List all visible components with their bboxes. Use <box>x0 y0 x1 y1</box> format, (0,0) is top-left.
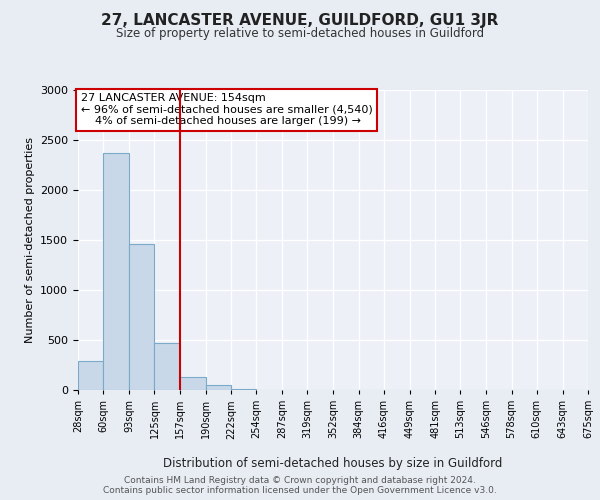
Text: Contains public sector information licensed under the Open Government Licence v3: Contains public sector information licen… <box>103 486 497 495</box>
Y-axis label: Number of semi-detached properties: Number of semi-detached properties <box>25 137 35 343</box>
Bar <box>179 377 206 390</box>
Bar <box>206 384 231 390</box>
Bar <box>231 389 256 390</box>
Bar <box>78 361 103 390</box>
Bar <box>154 343 179 390</box>
Text: Contains HM Land Registry data © Crown copyright and database right 2024.: Contains HM Land Registry data © Crown c… <box>124 476 476 485</box>
Bar <box>103 153 129 390</box>
Bar <box>129 244 154 390</box>
Text: Distribution of semi-detached houses by size in Guildford: Distribution of semi-detached houses by … <box>163 458 503 470</box>
Text: 27 LANCASTER AVENUE: 154sqm
← 96% of semi-detached houses are smaller (4,540)
  : 27 LANCASTER AVENUE: 154sqm ← 96% of sem… <box>80 93 372 126</box>
Text: Size of property relative to semi-detached houses in Guildford: Size of property relative to semi-detach… <box>116 28 484 40</box>
Text: 27, LANCASTER AVENUE, GUILDFORD, GU1 3JR: 27, LANCASTER AVENUE, GUILDFORD, GU1 3JR <box>101 12 499 28</box>
